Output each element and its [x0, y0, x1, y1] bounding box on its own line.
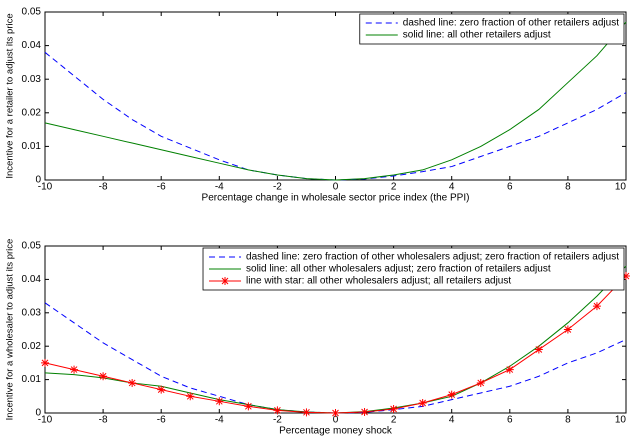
x-tick-label: 0 — [333, 415, 339, 426]
star-marker — [505, 365, 514, 374]
y-tick-label: 0.03 — [22, 307, 42, 318]
legend-box — [202, 247, 625, 291]
x-tick-label: 2 — [391, 182, 397, 193]
star-marker — [592, 302, 601, 311]
x-tick-label: 4 — [449, 415, 455, 426]
star-marker — [157, 385, 166, 394]
y-tick-label: 0 — [35, 175, 41, 186]
star-marker — [215, 397, 224, 406]
series-line — [44, 21, 627, 181]
star-marker — [534, 345, 543, 354]
x-tick-label: -4 — [215, 415, 224, 426]
x-tick-label: -6 — [157, 182, 166, 193]
star-marker — [360, 407, 369, 416]
series-line — [44, 275, 627, 414]
x-tick-label: 10 — [615, 415, 627, 426]
x-tick-label: -4 — [215, 182, 224, 193]
y-tick-label: 0.02 — [22, 107, 42, 118]
x-tick-label: -10 — [38, 415, 53, 426]
star-marker — [476, 378, 485, 387]
x-axis-label: Percentage change in wholesale sector pr… — [202, 193, 470, 204]
x-tick-label: 6 — [507, 415, 513, 426]
star-marker — [186, 392, 195, 401]
legend-label: solid line: all other wholesalers adjust… — [246, 264, 551, 275]
star-marker — [70, 365, 79, 374]
y-tick-label: 0.02 — [22, 341, 42, 352]
y-axis-label: Incentive for a wholesaler to adjust its… — [5, 239, 16, 421]
legend: dashed line: zero fraction of other reta… — [359, 13, 625, 45]
x-tick-label: -8 — [99, 182, 108, 193]
y-tick-label: 0.05 — [22, 7, 42, 18]
series-line — [44, 302, 627, 414]
star-marker — [99, 372, 108, 381]
y-tick-label: 0.04 — [22, 40, 42, 51]
x-tick-label: 2 — [391, 415, 397, 426]
legend-marker — [221, 277, 230, 285]
x-tick-label: 0 — [333, 182, 339, 193]
y-tick-label: 0.01 — [22, 374, 42, 385]
star-marker — [418, 398, 427, 407]
y-tick-label: 0.03 — [22, 74, 42, 85]
star-marker — [273, 406, 282, 415]
x-tick-label: 8 — [565, 415, 571, 426]
y-tick-label: 0.04 — [22, 274, 42, 285]
star-marker — [447, 390, 456, 399]
y-tick-label: 0.05 — [22, 241, 42, 252]
x-tick-label: -10 — [38, 182, 53, 193]
legend-label: solid line: all other retailers adjust — [403, 30, 551, 41]
legend-label: dashed line: zero fraction of other whol… — [246, 252, 619, 263]
legend-box — [359, 13, 625, 45]
x-tick-label: -8 — [99, 415, 108, 426]
legend-label: dashed line: zero fraction of other reta… — [403, 18, 619, 29]
y-tick-label: 0.01 — [22, 141, 42, 152]
x-tick-label: -6 — [157, 415, 166, 426]
x-tick-label: 6 — [507, 182, 513, 193]
star-marker — [622, 272, 630, 281]
star-marker — [128, 378, 137, 387]
star-marker — [244, 402, 253, 411]
star-marker — [302, 408, 311, 417]
star-marker — [563, 325, 572, 334]
series-line — [44, 51, 627, 181]
y-axis-label: Incentive for a retailer to adjust its p… — [5, 13, 16, 178]
x-tick-label: -2 — [273, 182, 282, 193]
star-marker — [331, 409, 340, 417]
x-tick-label: -2 — [273, 415, 282, 426]
x-tick-label: 10 — [615, 182, 627, 193]
x-tick-label: 8 — [565, 182, 571, 193]
legend: dashed line: zero fraction of other whol… — [202, 247, 625, 291]
x-axis-label: Percentage money shock — [279, 426, 393, 437]
star-marker — [41, 358, 49, 367]
star-marker — [389, 404, 398, 413]
y-tick-label: 0 — [35, 408, 41, 419]
x-tick-label: 4 — [449, 182, 455, 193]
legend-label: line with star: all other wholesalers ad… — [246, 276, 511, 287]
